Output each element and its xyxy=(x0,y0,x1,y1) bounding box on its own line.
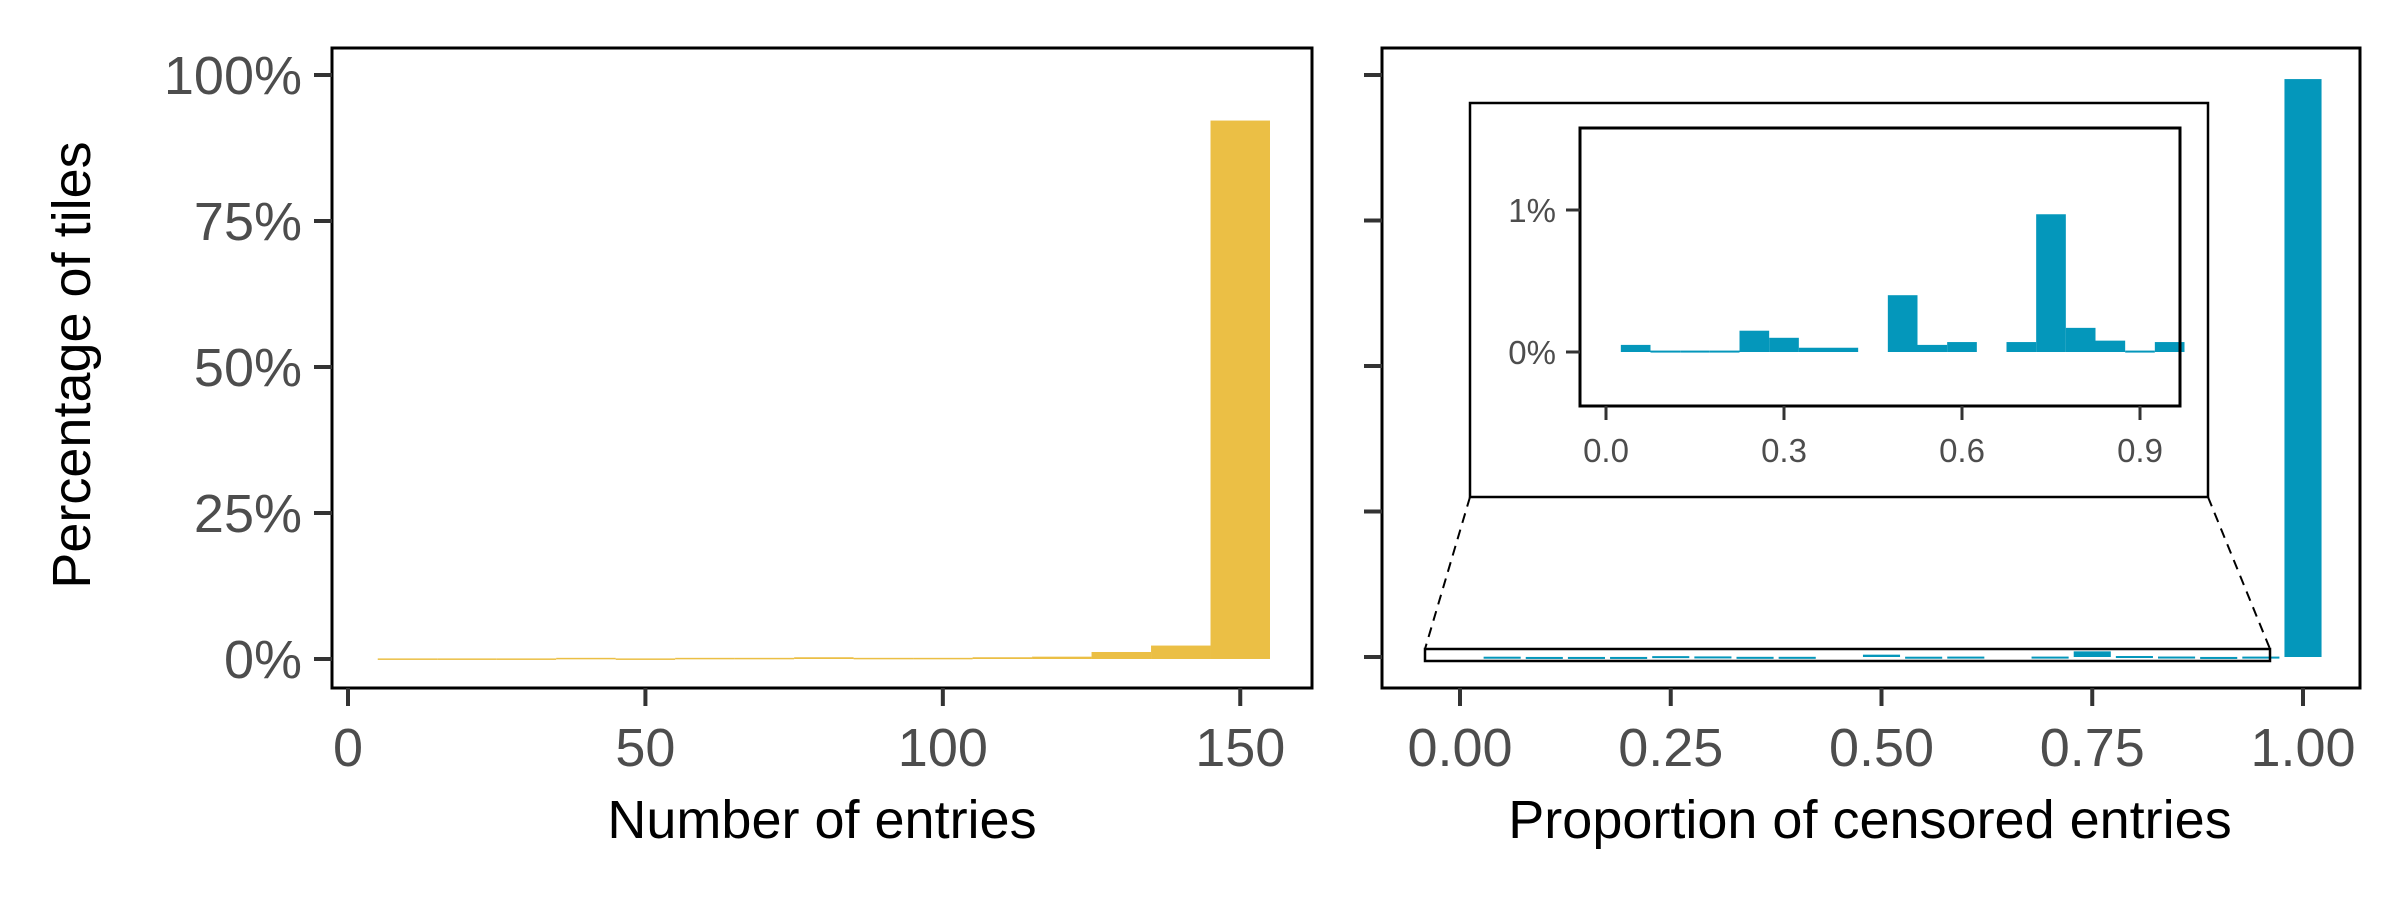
censored-bar-17 xyxy=(2284,79,2322,658)
inset-background xyxy=(1468,101,2210,499)
zoom-connector-right xyxy=(2207,496,2271,650)
inset-bar-15 xyxy=(2125,350,2155,353)
entries-x-tick-label-1: 50 xyxy=(615,718,675,778)
entries-x-ticks: 0 50 100 150 xyxy=(333,688,1285,778)
entries-bars xyxy=(377,120,1270,660)
inset-x-tick-label-2: 0.6 xyxy=(1939,432,1985,469)
censored-x-tick-label-4: 1.00 xyxy=(2250,718,2355,778)
inset-bar-10 xyxy=(1947,342,1977,352)
censored-bar-9 xyxy=(1905,656,1943,659)
entries-bar-11 xyxy=(1032,656,1092,659)
entries-bar-5 xyxy=(675,657,735,660)
entries-y-tick-label-0: 0% xyxy=(224,630,302,690)
censored-bar-5 xyxy=(1694,656,1732,659)
entries-bar-8 xyxy=(853,657,914,660)
inset-bar-11 xyxy=(2006,342,2037,352)
inset-x-tick-label-0: 0.0 xyxy=(1583,432,1629,469)
entries-bar-12 xyxy=(1091,651,1152,659)
inset-bar-1 xyxy=(1650,350,1681,353)
inset-bar-12 xyxy=(2036,214,2066,352)
zoom-connector-left xyxy=(1424,496,1471,650)
censored-bar-1 xyxy=(1525,656,1563,659)
inset-x-tick-label-1: 0.3 xyxy=(1761,432,1807,469)
censored-bars xyxy=(1483,79,2322,659)
zoom-inset: 0% 1% 0.0 0.3 0.6 0.9 xyxy=(1468,101,2210,499)
censored-x-tick-label-2: 0.50 xyxy=(1829,718,1934,778)
censored-bar-10 xyxy=(1947,656,1985,659)
entries-y-tick-label-4: 100% xyxy=(164,46,302,106)
entries-bar-1 xyxy=(437,658,497,660)
entries-bar-13 xyxy=(1151,645,1211,659)
censored-y-ticks xyxy=(1364,73,1382,659)
inset-bar-4 xyxy=(1739,330,1770,352)
censored-bar-13 xyxy=(2115,656,2153,659)
censored-x-axis-title: Proportion of censored entries xyxy=(1508,790,2231,850)
entries-bar-4 xyxy=(615,658,676,660)
entries-y-tick-label-1: 25% xyxy=(194,484,302,544)
censored-x-tick-label-3: 0.75 xyxy=(2040,718,2145,778)
censored-bar-2 xyxy=(1567,656,1605,659)
censored-bar-11 xyxy=(2031,656,2069,659)
inset-bar-16 xyxy=(2154,342,2185,352)
censored-bar-4 xyxy=(1652,656,1690,659)
inset-bar-7 xyxy=(1828,347,1859,352)
inset-bar-13 xyxy=(2065,327,2096,352)
entries-bar-3 xyxy=(556,657,616,660)
censored-bar-3 xyxy=(1610,656,1648,659)
inset-bar-8 xyxy=(1887,295,1918,352)
inset-bar-5 xyxy=(1769,337,1799,352)
censored-bar-0 xyxy=(1483,656,1521,659)
entries-x-tick-label-2: 100 xyxy=(898,718,988,778)
entries-bar-0 xyxy=(377,658,438,660)
zoom-region-box xyxy=(1423,647,2272,663)
censored-bar-8 xyxy=(1862,654,1901,657)
censored-bar-7 xyxy=(1778,656,1816,659)
entries-y-tick-label-3: 75% xyxy=(194,192,302,252)
inset-y-tick-label-1: 1% xyxy=(1508,192,1556,229)
censored-histogram-panel: 0.00 0.25 0.50 0.75 1.00 Proportion of censo… xyxy=(1364,46,2362,850)
inset-y-ticks: 0% 1% xyxy=(1508,192,1580,371)
inset-bar-0 xyxy=(1620,344,1651,352)
censored-x-tick-label-1: 0.25 xyxy=(1618,718,1723,778)
entries-bar-10 xyxy=(972,657,1033,659)
censored-x-ticks: 0.00 0.25 0.50 0.75 1.00 xyxy=(1407,688,2356,778)
entries-bar-9 xyxy=(913,657,973,660)
censored-bar-6 xyxy=(1736,656,1774,659)
censored-bar-14 xyxy=(2158,656,2196,659)
entries-bar-7 xyxy=(794,657,854,659)
entries-x-tick-label-3: 150 xyxy=(1195,718,1285,778)
entries-bar-2 xyxy=(496,658,557,660)
inset-bar-9 xyxy=(1917,344,1948,352)
entries-y-tick-label-2: 50% xyxy=(194,338,302,398)
entries-bar-14 xyxy=(1210,120,1270,659)
entries-y-ticks: 0% 25% 50% 75% 100% xyxy=(164,46,332,690)
inset-bar-6 xyxy=(1798,347,1829,352)
y-axis-title: Percentage of tiles xyxy=(42,141,102,588)
censored-x-tick-label-0: 0.00 xyxy=(1407,718,1512,778)
entries-x-tick-label-0: 0 xyxy=(333,718,363,778)
censored-bar-12 xyxy=(2073,651,2111,657)
inset-bar-2 xyxy=(1680,350,1710,353)
inset-bar-3 xyxy=(1709,350,1740,353)
inset-x-ticks: 0.0 0.3 0.6 0.9 xyxy=(1583,406,2163,469)
entries-histogram-panel: 0% 25% 50% 75% 100% 0 50 100 150 Number of entr… xyxy=(164,46,1314,850)
inset-bars xyxy=(1620,214,2185,353)
entries-x-axis-title: Number of entries xyxy=(607,790,1036,850)
inset-panel-border xyxy=(1578,126,2182,408)
censored-bar-16 xyxy=(2242,656,2280,659)
inset-y-tick-label-0: 0% xyxy=(1508,334,1556,371)
censored-bar-15 xyxy=(2200,656,2238,659)
inset-bar-14 xyxy=(2095,340,2126,352)
entries-bar-6 xyxy=(734,657,795,660)
inset-x-tick-label-3: 0.9 xyxy=(2117,432,2163,469)
